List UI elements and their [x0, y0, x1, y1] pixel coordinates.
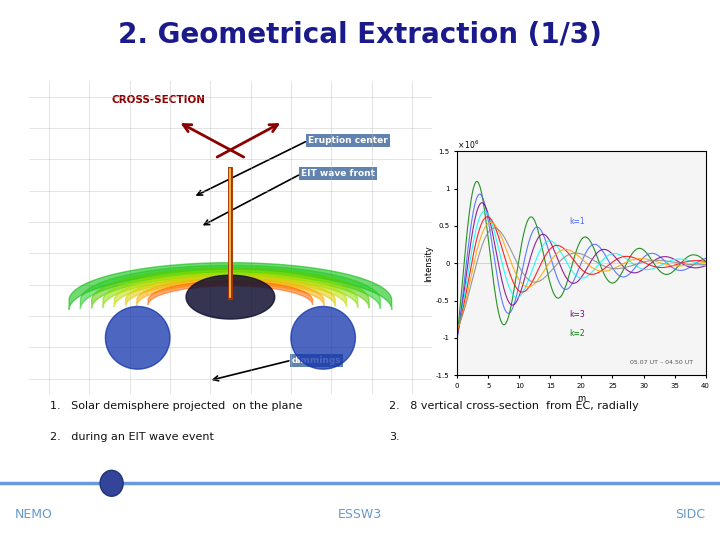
Text: NEMO: NEMO — [14, 508, 53, 521]
Y-axis label: Intensity: Intensity — [424, 245, 433, 282]
Polygon shape — [125, 276, 336, 306]
Text: 2. Geometrical Extraction (1/3): 2. Geometrical Extraction (1/3) — [118, 21, 602, 49]
Polygon shape — [103, 271, 358, 308]
Text: SIDC: SIDC — [675, 508, 706, 521]
Text: EIT wave front: EIT wave front — [301, 170, 375, 178]
Polygon shape — [81, 265, 380, 309]
Polygon shape — [69, 262, 392, 309]
Polygon shape — [148, 281, 312, 305]
Text: 1.   Solar demisphere projected  on the plane: 1. Solar demisphere projected on the pla… — [50, 401, 303, 411]
Text: ESSW3: ESSW3 — [338, 508, 382, 521]
Text: k=2: k=2 — [569, 329, 585, 339]
Polygon shape — [186, 275, 275, 319]
Text: k=3: k=3 — [569, 310, 585, 319]
Polygon shape — [105, 307, 170, 369]
Text: 3.: 3. — [389, 433, 400, 442]
Polygon shape — [114, 273, 346, 307]
Text: dimmings: dimmings — [292, 356, 341, 364]
Polygon shape — [91, 268, 369, 308]
Text: 2.   during an EIT wave event: 2. during an EIT wave event — [50, 433, 215, 442]
Text: 05.07 UT – 04.50 UT: 05.07 UT – 04.50 UT — [630, 360, 693, 365]
Ellipse shape — [100, 470, 123, 496]
Text: Eruption center: Eruption center — [308, 136, 388, 145]
Text: CROSS-SECTION: CROSS-SECTION — [112, 95, 206, 105]
Text: $\times\,10^6$: $\times\,10^6$ — [457, 139, 480, 151]
X-axis label: m: m — [577, 395, 585, 403]
Text: 2.   8 vertical cross-section  from EC, radially: 2. 8 vertical cross-section from EC, rad… — [389, 401, 639, 411]
Polygon shape — [137, 279, 324, 306]
Polygon shape — [291, 307, 356, 369]
Text: k=1: k=1 — [569, 218, 585, 226]
